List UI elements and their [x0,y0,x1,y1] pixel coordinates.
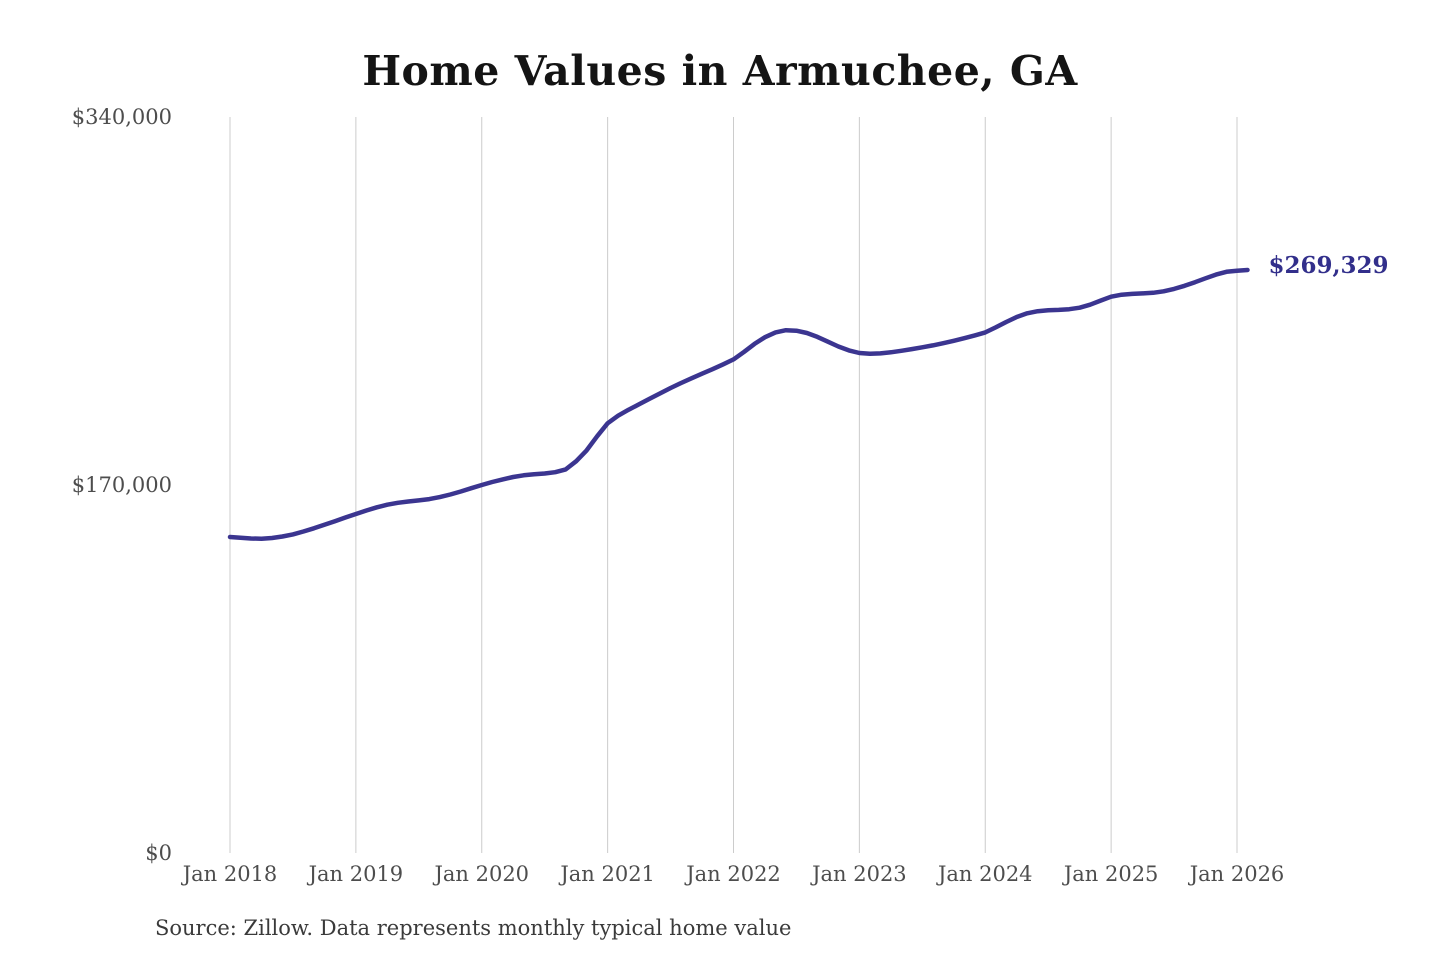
source-note: Source: Zillow. Data represents monthly … [155,916,792,940]
current-value-label: $269,329 [1268,252,1388,279]
x-axis-tick-label: Jan 2026 [1188,862,1285,886]
x-axis-tick-label: Jan 2025 [1062,862,1159,886]
y-axis-tick-label: $0 [145,841,172,865]
x-axis-tick-label: Jan 2023 [810,862,907,886]
x-axis-tick-label: Jan 2019 [307,862,404,886]
y-axis-tick-label: $340,000 [72,105,172,129]
y-axis-tick-label: $170,000 [72,473,172,497]
x-axis-tick-label: Jan 2024 [936,862,1033,886]
x-axis-tick-label: Jan 2022 [684,862,781,886]
home-value-line [227,267,1250,541]
x-axis-tick-label: Jan 2021 [558,862,655,886]
x-axis-tick-label: Jan 2020 [432,862,529,886]
chart-title: Home Values in Armuchee, GA [362,47,1078,95]
x-axis-tick-label: Jan 2018 [181,862,278,886]
